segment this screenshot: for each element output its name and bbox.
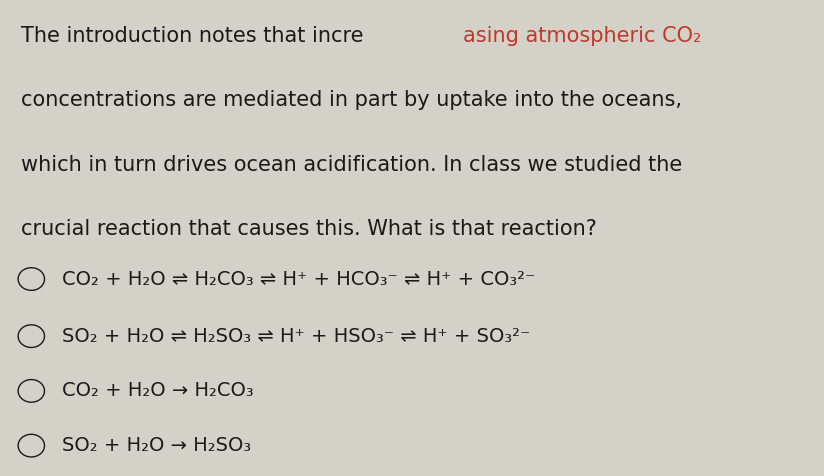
Text: crucial reaction that causes this. What is that reaction?: crucial reaction that causes this. What … bbox=[21, 219, 597, 239]
Text: SO₂ + H₂O → H₂SO₃: SO₂ + H₂O → H₂SO₃ bbox=[62, 436, 251, 455]
Text: SO₂ + H₂O ⇌ H₂SO₃ ⇌ H⁺ + HSO₃⁻ ⇌ H⁺ + SO₃²⁻: SO₂ + H₂O ⇌ H₂SO₃ ⇌ H⁺ + HSO₃⁻ ⇌ H⁺ + SO… bbox=[62, 327, 530, 346]
Text: CO₂ + H₂O ⇌ H₂CO₃ ⇌ H⁺ + HCO₃⁻ ⇌ H⁺ + CO₃²⁻: CO₂ + H₂O ⇌ H₂CO₃ ⇌ H⁺ + HCO₃⁻ ⇌ H⁺ + CO… bbox=[62, 269, 535, 288]
Text: CO₂ + H₂O → H₂CO₃: CO₂ + H₂O → H₂CO₃ bbox=[62, 381, 254, 400]
Text: which in turn drives ocean acidification. In class we studied the: which in turn drives ocean acidification… bbox=[21, 155, 681, 175]
Text: concentrations are mediated in part by uptake into the oceans,: concentrations are mediated in part by u… bbox=[21, 90, 681, 110]
Text: asing atmospheric CO₂: asing atmospheric CO₂ bbox=[462, 26, 701, 46]
Text: The introduction notes that incre: The introduction notes that incre bbox=[21, 26, 363, 46]
